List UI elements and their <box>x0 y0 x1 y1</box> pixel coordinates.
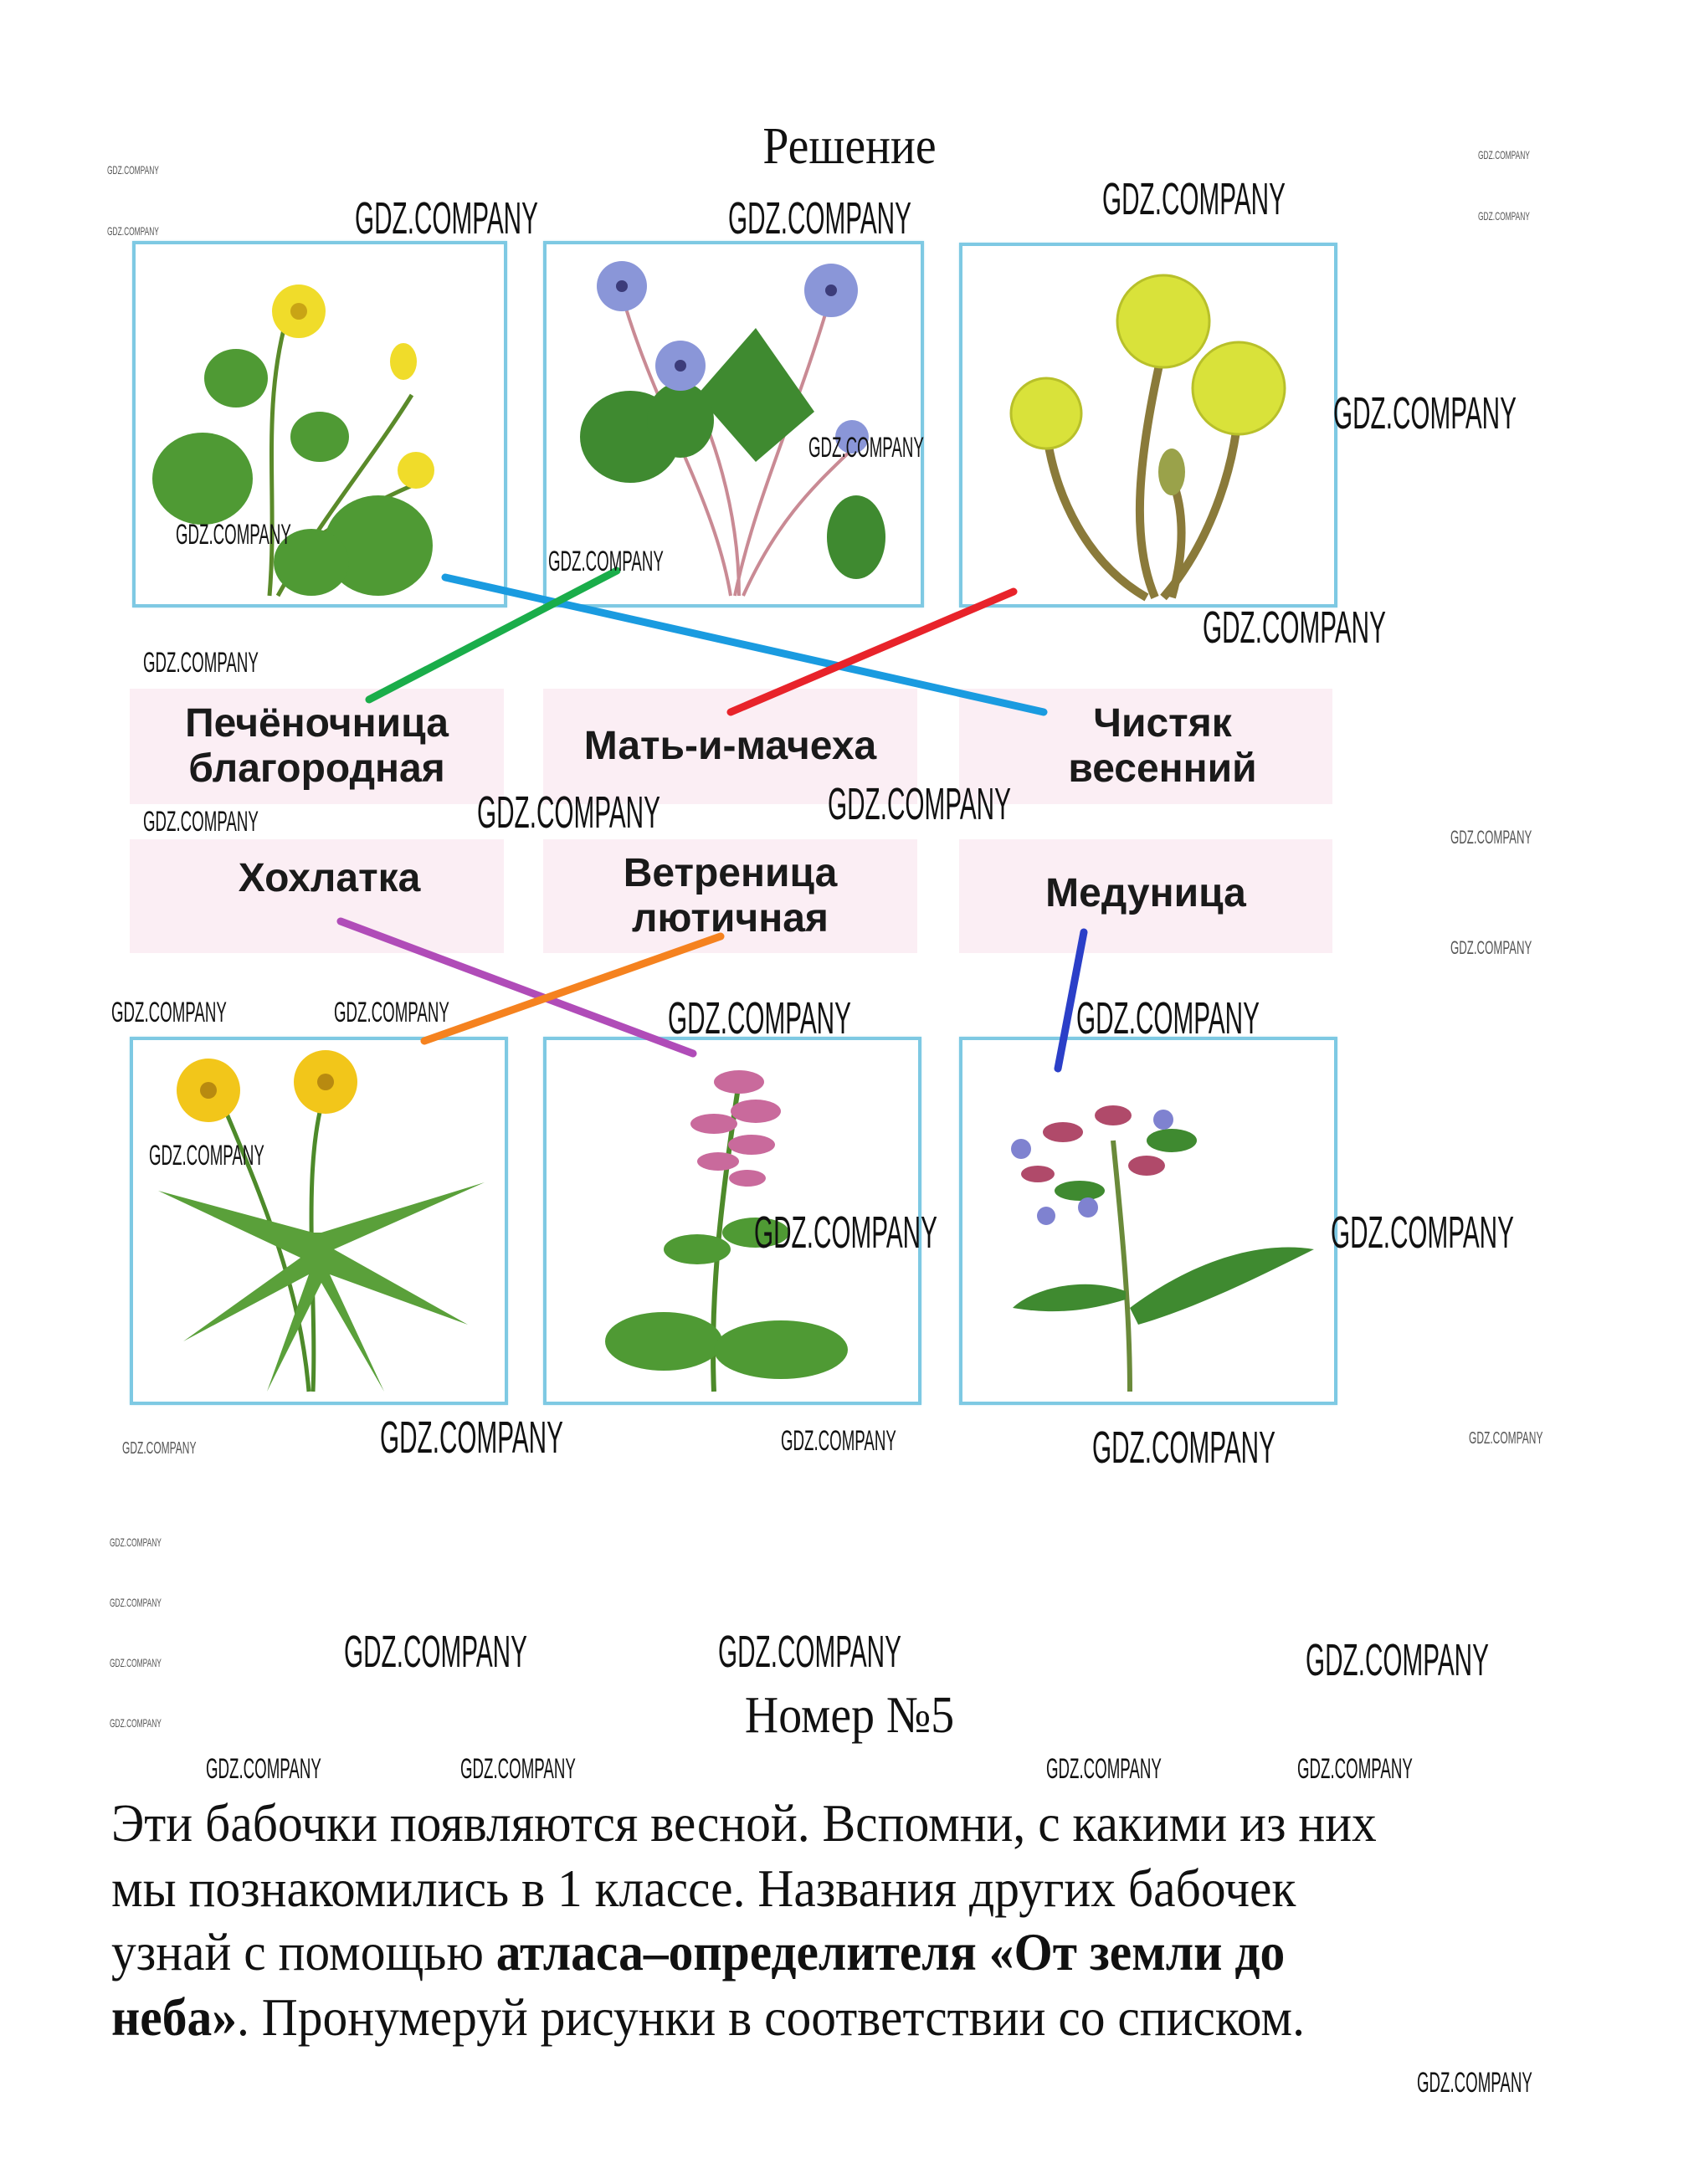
watermark: GDZ.COMPANY <box>143 647 259 679</box>
watermark: GDZ.COMPANY <box>1478 148 1530 161</box>
watermark: GDZ.COMPANY <box>110 1656 162 1669</box>
watermark: GDZ.COMPANY <box>1333 388 1517 438</box>
label-lungwort-line1: Медуница <box>1045 871 1246 915</box>
watermark: GDZ.COMPANY <box>110 1716 162 1730</box>
watermark: GDZ.COMPANY <box>548 546 664 577</box>
watermark: GDZ.COMPANY <box>1046 1753 1162 1785</box>
watermark: GDZ.COMPANY <box>110 1596 162 1609</box>
watermark: GDZ.COMPANY <box>828 779 1011 829</box>
watermark: GDZ.COMPANY <box>355 193 538 244</box>
photo-coltsfoot <box>959 243 1337 608</box>
yellow-anemone-illustration <box>158 1050 485 1392</box>
watermark: GDZ.COMPANY <box>1417 2067 1532 2099</box>
watermark: GDZ.COMPANY <box>380 1412 563 1463</box>
watermark: GDZ.COMPANY <box>1102 174 1286 224</box>
solution-heading: Решение <box>762 118 937 175</box>
photo-lungwort <box>959 1037 1337 1405</box>
label-liverleaf-line2: благородная <box>188 746 445 791</box>
label-anemone-line1: Ветреница <box>623 851 838 895</box>
task-text-line-1: Эти бабочки появляются весной. Вспомни, … <box>111 1793 1377 1853</box>
watermark: GDZ.COMPANY <box>1450 827 1532 848</box>
coltsfoot-illustration <box>1009 274 1286 602</box>
watermark: GDZ.COMPANY <box>754 1207 937 1258</box>
photo-lesser-celandine <box>132 241 507 608</box>
watermark: GDZ.COMPANY <box>1450 937 1532 958</box>
task-number-title: Номер №5 <box>744 1687 955 1744</box>
label-liverleaf-line1: Печёночница <box>185 701 449 746</box>
watermark: GDZ.COMPANY <box>122 1439 197 1458</box>
label-liverleaf: Печёночница благородная <box>130 689 504 804</box>
watermark: GDZ.COMPANY <box>668 993 851 1043</box>
watermark: GDZ.COMPANY <box>477 787 660 838</box>
label-lesser-celandine-line2: весенний <box>1068 746 1257 791</box>
label-lesser-celandine: Чистяк весенний <box>959 689 1332 804</box>
watermark: GDZ.COMPANY <box>1478 209 1530 223</box>
watermark: GDZ.COMPANY <box>718 1627 901 1677</box>
task-text-atlas-bold: атласа–определителя «От земли до <box>495 1922 1286 1981</box>
watermark: GDZ.COMPANY <box>1331 1207 1514 1258</box>
watermark: GDZ.COMPANY <box>107 163 159 177</box>
photo-yellow-anemone <box>130 1037 508 1405</box>
watermark: GDZ.COMPANY <box>781 1425 896 1457</box>
watermark: GDZ.COMPANY <box>1203 602 1386 653</box>
corydalis-illustration <box>605 1070 848 1392</box>
label-anemone: Ветреница лютичная <box>543 839 917 953</box>
photo-corydalis <box>543 1037 921 1405</box>
watermark: GDZ.COMPANY <box>111 997 227 1028</box>
label-corydalis: Хохлатка <box>130 839 504 953</box>
task-text-atlas-bold-end: неба» <box>111 1987 237 2047</box>
watermark: GDZ.COMPANY <box>1092 1423 1275 1473</box>
label-lungwort: Медуница <box>959 839 1332 953</box>
task-text-line-4: неба». Пронумеруй рисунки в соответствии… <box>111 1985 1305 2050</box>
lungwort-illustration <box>1011 1105 1314 1392</box>
task-text-line-3: узнай с помощью атласа–определителя «От … <box>111 1920 1285 1985</box>
watermark: GDZ.COMPANY <box>344 1627 527 1677</box>
task-text-line-3-regular: узнай с помощью <box>111 1922 496 1981</box>
watermark: GDZ.COMPANY <box>110 1535 162 1549</box>
watermark: GDZ.COMPANY <box>808 432 924 464</box>
watermark: GDZ.COMPANY <box>1076 993 1260 1043</box>
watermark: GDZ.COMPANY <box>728 193 911 244</box>
watermark: GDZ.COMPANY <box>1469 1429 1543 1448</box>
watermark: GDZ.COMPANY <box>149 1140 264 1171</box>
watermark: GDZ.COMPANY <box>143 806 259 838</box>
watermark: GDZ.COMPANY <box>460 1753 576 1785</box>
label-coltsfoot-line1: Мать-и-мачеха <box>583 724 877 768</box>
liverleaf-illustration <box>580 261 885 597</box>
watermark: GDZ.COMPANY <box>107 224 159 238</box>
label-corydalis-line1: Хохлатка <box>238 856 421 900</box>
watermark: GDZ.COMPANY <box>1297 1753 1413 1785</box>
watermark: GDZ.COMPANY <box>334 997 449 1028</box>
label-anemone-line2: лютичная <box>632 896 829 941</box>
task-text-line-4-regular: . Пронумеруй рисунки в соответствии со с… <box>236 1987 1305 2047</box>
lesser-celandine-illustration <box>152 285 434 597</box>
label-lesser-celandine-line1: Чистяк <box>1093 701 1232 746</box>
task-text-line-2: мы познакомились в 1 классе. Названия др… <box>111 1858 1296 1918</box>
watermark: GDZ.COMPANY <box>176 519 291 551</box>
watermark: GDZ.COMPANY <box>1306 1635 1489 1685</box>
watermark: GDZ.COMPANY <box>206 1753 321 1785</box>
